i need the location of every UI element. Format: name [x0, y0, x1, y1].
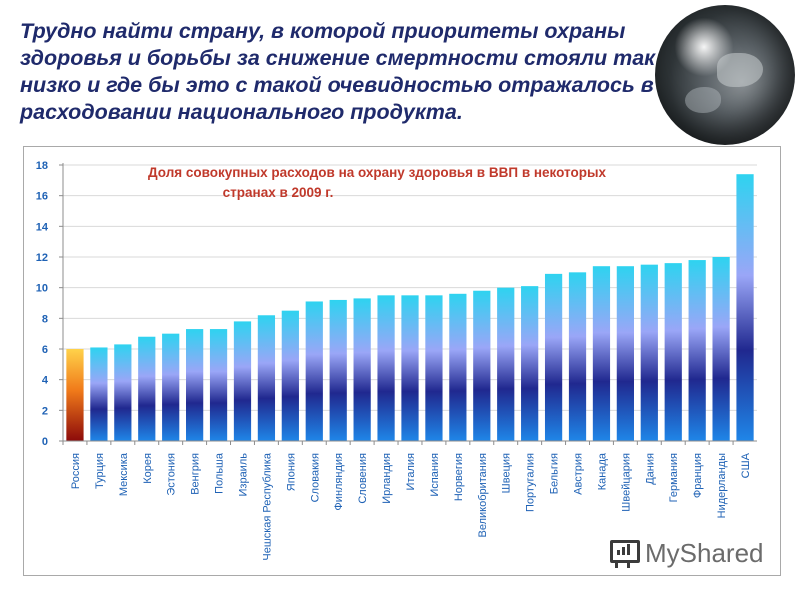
bar-6 — [186, 329, 204, 441]
x-tick-label: Словакия — [309, 453, 321, 502]
presentation-board-icon — [607, 538, 640, 568]
x-tick-label: Нидерланды — [716, 453, 728, 518]
bar-23 — [592, 266, 611, 441]
bar-25 — [640, 264, 658, 441]
y-tick-label: 2 — [42, 405, 48, 417]
x-tick-label: Ирландия — [381, 453, 393, 504]
chart-title-line: Доля совокупных расходов на охрану здоро… — [148, 165, 606, 180]
x-tick-label: Испания — [429, 453, 441, 497]
globe-landmass — [685, 87, 721, 113]
x-tick-label: Япония — [285, 453, 297, 491]
x-tick-label: Мексика — [118, 452, 130, 496]
y-tick-label: 12 — [36, 252, 48, 264]
bar-27 — [688, 260, 706, 441]
watermark-text: MyShared — [645, 537, 764, 568]
bar-11 — [305, 301, 323, 441]
x-axis-ticks: Россия Турция Мексика Корея Эстония Венгрия По… — [62, 441, 752, 561]
x-tick-label: Корея — [142, 453, 154, 484]
watermark: MyShared — [607, 535, 764, 571]
headline-text: Трудно найти страну, в которой приоритет… — [20, 19, 656, 124]
y-tick-label: 0 — [42, 436, 48, 448]
bar-4 — [138, 336, 156, 441]
chart-title-line: странах в 2009 г. — [223, 185, 334, 200]
x-tick-label: Франция — [692, 453, 704, 498]
bar-1 — [66, 349, 84, 441]
x-tick-label: Израиль — [237, 453, 249, 497]
x-tick-label: Чешская Республика — [261, 452, 273, 560]
bar-7 — [209, 329, 228, 441]
x-tick-label: Бельгия — [549, 453, 561, 494]
y-tick-label: 18 — [36, 160, 48, 172]
x-tick-label: Швейцария — [620, 453, 632, 512]
x-tick-label: Дания — [644, 453, 656, 485]
x-tick-label: США — [740, 452, 752, 478]
bar-21 — [544, 273, 563, 441]
bar-3 — [114, 344, 132, 441]
x-tick-label: Венгрия — [190, 453, 202, 495]
bar-5 — [162, 333, 180, 441]
y-tick-label: 6 — [42, 344, 48, 356]
globe-landmass — [717, 53, 763, 87]
bar-15 — [401, 295, 419, 441]
y-axis-ticks: 0 2 4 6 8 10 12 14 16 18 — [36, 160, 63, 448]
x-tick-label: Норвегия — [453, 453, 465, 501]
bar-28 — [712, 257, 730, 441]
bar-26 — [664, 263, 682, 441]
y-tick-label: 4 — [42, 375, 49, 387]
y-tick-label: 16 — [36, 191, 48, 203]
x-tick-label: Россия — [70, 453, 82, 489]
bar-9 — [257, 315, 276, 441]
bar-12 — [329, 299, 347, 441]
bar-18 — [473, 290, 491, 441]
bar-16 — [425, 295, 443, 441]
bar-10 — [281, 310, 299, 441]
bar-20 — [521, 286, 539, 441]
bar-24 — [616, 266, 634, 441]
bar-2 — [90, 347, 108, 441]
x-tick-label: Италия — [405, 453, 417, 491]
bar-14 — [377, 295, 395, 441]
x-tick-label: Эстония — [166, 453, 178, 496]
bar-19 — [497, 287, 515, 441]
y-tick-label: 14 — [36, 221, 49, 233]
bar-13 — [353, 298, 371, 441]
x-tick-label: Швеция — [501, 453, 513, 493]
x-tick-label: Великобритания — [477, 453, 489, 538]
x-tick-label: Португалия — [525, 453, 537, 512]
x-tick-label: Финляндия — [333, 453, 345, 511]
x-tick-label: Словения — [357, 453, 369, 504]
x-tick-label: Австрия — [573, 453, 585, 495]
bar-22 — [568, 272, 587, 441]
bar-29 — [736, 174, 754, 441]
x-tick-label: Германия — [668, 453, 680, 502]
globe-image — [655, 5, 795, 145]
y-tick-label: 8 — [42, 313, 48, 325]
chart-title: Доля совокупных расходов на охрану здоро… — [148, 165, 606, 200]
bar-17 — [449, 293, 467, 441]
bar-8 — [233, 321, 252, 441]
x-tick-label: Турция — [94, 453, 106, 489]
x-tick-label: Польша — [214, 452, 226, 494]
chart-bars — [66, 174, 754, 441]
y-tick-label: 10 — [36, 283, 48, 295]
x-tick-label: Канада — [596, 452, 608, 490]
